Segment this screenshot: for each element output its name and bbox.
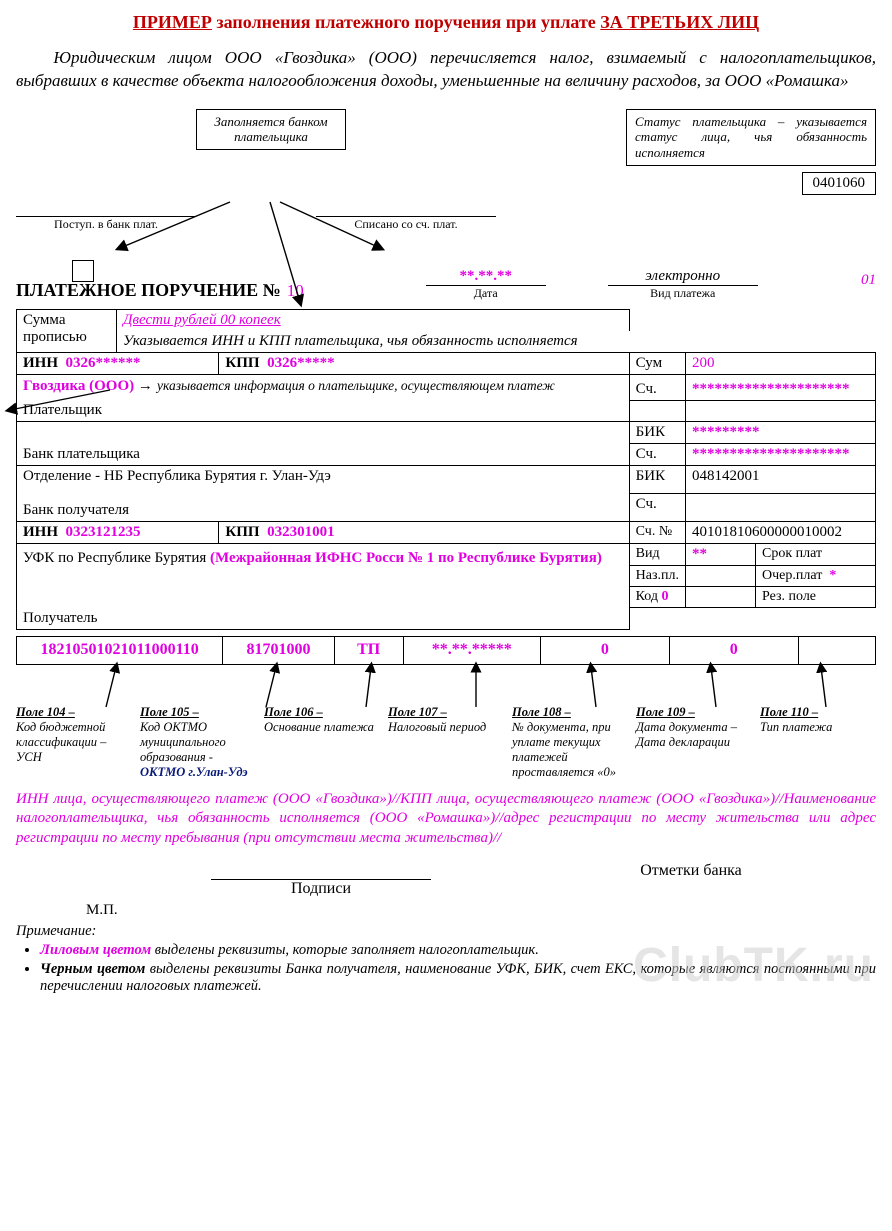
footnote-108: Поле 108 –№ документа, при уплате текущи… bbox=[512, 705, 628, 780]
recv-kpp: КПП 032301001 bbox=[219, 522, 629, 544]
field-105: 81701000 bbox=[223, 636, 335, 664]
mp-label: М.П. bbox=[86, 902, 876, 919]
payment-purpose: ИНН лица, осуществляющего платеж (ООО «Г… bbox=[16, 790, 876, 849]
order-heading-row: ПЛАТЕЖНОЕ ПОРУЧЕНИЕ № 10 **.**.** Дата э… bbox=[16, 268, 876, 301]
recv-account: 40101810600000010002 bbox=[686, 522, 876, 544]
footnote-105: Поле 105 –Код ОКТМО муниципального образ… bbox=[140, 705, 256, 780]
footnote-109: Поле 109 –Дата документа –Дата деклараци… bbox=[636, 705, 752, 780]
note-1: Лиловым цветом выделены реквизиты, котор… bbox=[40, 942, 876, 959]
payer-bank: Банк плательщика bbox=[17, 422, 630, 466]
payer-kpp: КПП 0326***** bbox=[219, 352, 629, 374]
status-code: 01 bbox=[861, 272, 876, 289]
postup-label: Поступ. в банк плат. bbox=[16, 217, 196, 232]
naz-label: Наз.пл. bbox=[629, 566, 685, 587]
order-number: 10 bbox=[287, 281, 304, 301]
order-heading: ПЛАТЕЖНОЕ ПОРУЧЕНИЕ № bbox=[16, 280, 281, 301]
sum-words-value: Двести рублей 00 копеек bbox=[117, 309, 630, 331]
payer-corr-account: ********************* bbox=[686, 444, 876, 466]
sum-value: 200 bbox=[686, 352, 876, 374]
order-date-label: Дата bbox=[474, 286, 498, 301]
kod-cell: Код 0 bbox=[629, 587, 685, 608]
recv-sch-no-label: Сч. № bbox=[629, 522, 685, 544]
tax-codes-row: 18210501021011000110 81701000 ТП **.**.*… bbox=[16, 636, 876, 665]
payer-bik: ********* bbox=[686, 422, 876, 444]
recv-bik-label: БИК bbox=[629, 466, 685, 494]
title-prefix: ПРИМЕР bbox=[133, 12, 212, 32]
notes-head: Примечание: bbox=[16, 923, 96, 939]
sum-label: Сум bbox=[629, 352, 685, 374]
order-vid-label: Вид платежа bbox=[650, 286, 715, 301]
payer-label: Плательщик bbox=[17, 400, 630, 422]
payer-account: ********************* bbox=[686, 379, 876, 401]
recv-bik: 048142001 bbox=[686, 466, 876, 494]
note-2: Черным цветом выделены реквизиты Банка п… bbox=[40, 961, 876, 995]
sch2-label: Сч. bbox=[629, 444, 685, 466]
field-106: ТП bbox=[334, 636, 403, 664]
footnote-106: Поле 106 –Основание платежа bbox=[264, 705, 380, 780]
receiver-label: Получатель bbox=[17, 608, 630, 630]
order-date: **.**.** bbox=[426, 268, 546, 286]
payer-info: Гвоздика (ООО) → указывается информация … bbox=[17, 374, 630, 400]
payment-form-grid: Суммапрописью Двести рублей 00 копеек Ук… bbox=[16, 309, 876, 630]
bik-label: БИК bbox=[629, 422, 685, 444]
tick-box bbox=[72, 260, 94, 282]
receiver-name: УФК по Республике Бурятия (Межрайонная И… bbox=[17, 544, 630, 608]
sum-words-label: Суммапрописью bbox=[17, 309, 117, 352]
sch-label: Сч. bbox=[629, 379, 685, 401]
footnote-110: Поле 110 –Тип платежа bbox=[760, 705, 876, 780]
field-footnotes: Поле 104 –Код бюджетной классификации – … bbox=[16, 705, 876, 780]
inn-kpp-note: Указывается ИНН и КПП плательщика, чья о… bbox=[117, 331, 876, 353]
srok-label: Срок плат bbox=[756, 544, 876, 566]
field-110 bbox=[798, 636, 875, 664]
recv-sch-label: Сч. bbox=[629, 494, 685, 522]
notes-section: Примечание: Лиловым цветом выделены рекв… bbox=[16, 923, 876, 995]
recv-inn: ИНН 0323121235 bbox=[17, 522, 219, 544]
intro-text: Юридическим лицом ООО «Гвоздика» (ООО) п… bbox=[16, 47, 876, 93]
footnote-107: Поле 107 –Налоговый период bbox=[388, 705, 504, 780]
podpisi-label: Подписи bbox=[291, 880, 351, 897]
status-hint: Статус плательщика – указывается статус … bbox=[626, 109, 876, 166]
footnote-104: Поле 104 –Код бюджетной классификации – … bbox=[16, 705, 132, 780]
payer-inn: ИНН 0326****** bbox=[17, 352, 219, 374]
postup-field bbox=[16, 199, 196, 217]
page-title: ПРИМЕР заполнения платежного поручения п… bbox=[16, 12, 876, 33]
rez-label: Рез. поле bbox=[756, 587, 876, 608]
ocher-cell: Очер.плат * bbox=[756, 566, 876, 587]
vid-op-value: ** bbox=[686, 544, 756, 566]
spisano-field bbox=[316, 199, 496, 217]
title-suffix: ЗА ТРЕТЬИХ ЛИЦ bbox=[600, 12, 759, 32]
field-104: 18210501021011000110 bbox=[17, 636, 223, 664]
field-109: 0 bbox=[669, 636, 798, 664]
vid-op-label: Вид bbox=[629, 544, 685, 566]
title-mid: заполнения платежного поручения при упла… bbox=[212, 12, 600, 32]
otmetki-label: Отметки банка bbox=[640, 862, 742, 879]
signatures-row: Подписи Отметки банка bbox=[16, 862, 876, 898]
field-108: 0 bbox=[540, 636, 669, 664]
order-vid: электронно bbox=[608, 268, 758, 286]
receiver-bank: Отделение - НБ Республика Бурятия г. Ула… bbox=[17, 466, 630, 522]
spisano-label: Списано со сч. плат. bbox=[316, 217, 496, 232]
form-code: 0401060 bbox=[802, 172, 877, 195]
bank-fills-hint: Заполняется банком плательщика bbox=[196, 109, 346, 150]
field-107: **.**.***** bbox=[403, 636, 540, 664]
